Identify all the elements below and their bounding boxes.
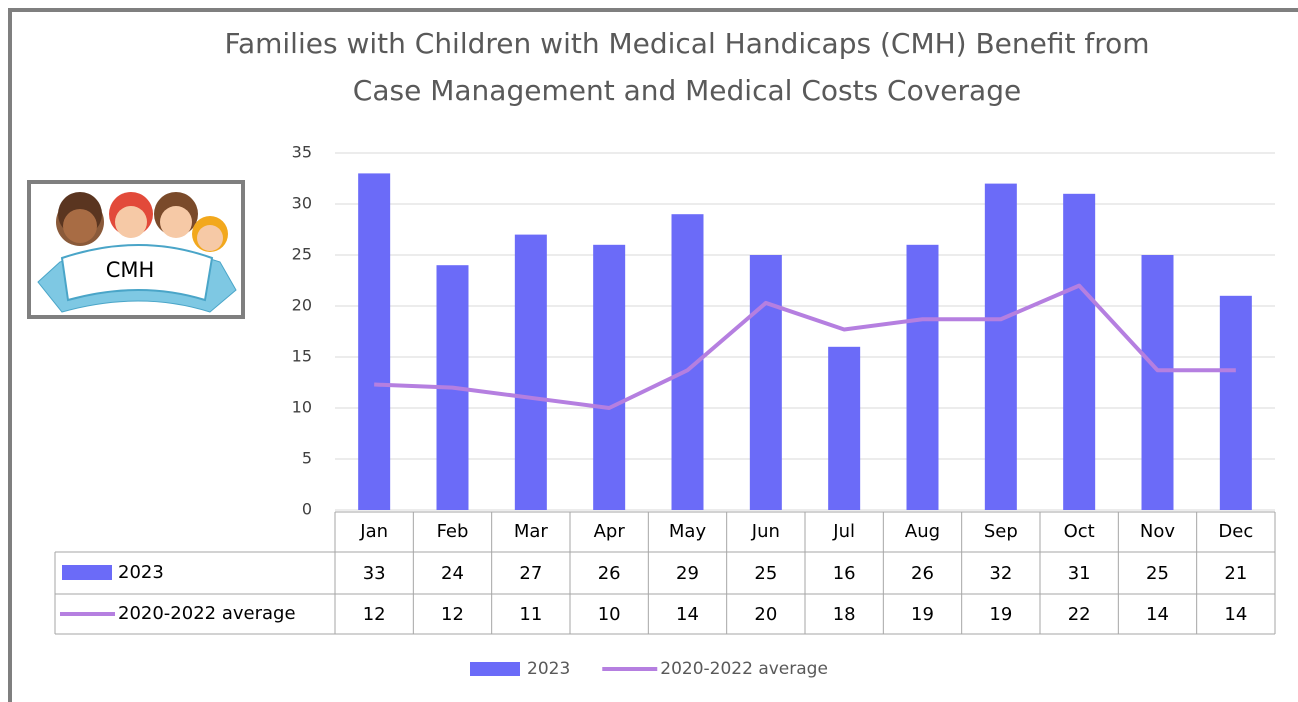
table-value: 14 (676, 604, 699, 625)
table-value: 29 (676, 563, 699, 584)
bar (749, 255, 782, 510)
chart-title: Case Management and Medical Costs Covera… (353, 74, 1021, 107)
x-tick-label: Feb (437, 521, 469, 542)
line (374, 283, 1236, 410)
bar (906, 244, 939, 511)
table-value: 11 (519, 604, 542, 625)
x-tick-label: Jun (751, 521, 780, 542)
table-value: 22 (1068, 604, 1091, 625)
cmh-image: CMH (27, 180, 245, 319)
x-tick-label: Aug (905, 521, 940, 542)
frame (8, 8, 1298, 702)
bar (514, 234, 547, 510)
bar (1063, 193, 1096, 511)
table-value: 14 (1224, 604, 1247, 625)
table-value: 18 (833, 604, 856, 625)
table-value: 25 (1146, 563, 1169, 584)
bar (1141, 255, 1174, 510)
table-value: 32 (989, 563, 1012, 584)
y-tick-label: 25 (292, 245, 312, 264)
x-tick-label: Dec (1218, 521, 1253, 542)
table-value: 26 (911, 563, 934, 584)
table-legend-swatch (62, 565, 112, 580)
y-tick-label: 0 (302, 500, 312, 519)
table-value: 20 (754, 604, 777, 625)
x-tick-label: Nov (1140, 521, 1175, 542)
table-value: 12 (441, 604, 464, 625)
bar (358, 173, 391, 510)
table-row-label: 2023 (118, 562, 164, 583)
x-tick-label: Mar (514, 521, 549, 542)
legend-swatch (470, 662, 520, 676)
image-label: CMH (106, 258, 155, 282)
legend-label: 2020-2022 average (660, 659, 828, 679)
chart-title: Families with Children with Medical Hand… (224, 27, 1149, 60)
y-tick-label: 35 (292, 143, 312, 162)
table-value: 26 (598, 563, 621, 584)
y-tick-label: 15 (292, 347, 312, 366)
table-value: 31 (1068, 563, 1091, 584)
x-tick-label: Oct (1064, 521, 1095, 542)
table-value: 25 (754, 563, 777, 584)
legend-label: 2023 (527, 659, 570, 679)
table-value: 21 (1224, 563, 1247, 584)
y-tick-label: 10 (292, 398, 312, 417)
table-value: 12 (363, 604, 386, 625)
y-tick-label: 20 (292, 296, 312, 315)
table-value: 16 (833, 563, 856, 584)
y-tick-label: 5 (302, 449, 312, 468)
x-tick-label: Jul (832, 521, 855, 542)
x-tick-label: Sep (984, 521, 1018, 542)
table-value: 33 (363, 563, 386, 584)
bar (828, 346, 861, 510)
bar (1219, 295, 1252, 510)
table-value: 24 (441, 563, 464, 584)
x-tick-label: May (669, 521, 707, 542)
table-value: 14 (1146, 604, 1169, 625)
table-value: 10 (598, 604, 621, 625)
table-row-label: 2020-2022 average (118, 603, 296, 624)
bar (593, 244, 626, 511)
x-tick-label: Apr (594, 521, 626, 542)
bar (984, 183, 1017, 510)
x-tick-label: Jan (359, 521, 388, 542)
y-tick-label: 30 (292, 194, 312, 213)
table-value: 27 (519, 563, 542, 584)
table-value: 19 (989, 604, 1012, 625)
table-value: 19 (911, 604, 934, 625)
